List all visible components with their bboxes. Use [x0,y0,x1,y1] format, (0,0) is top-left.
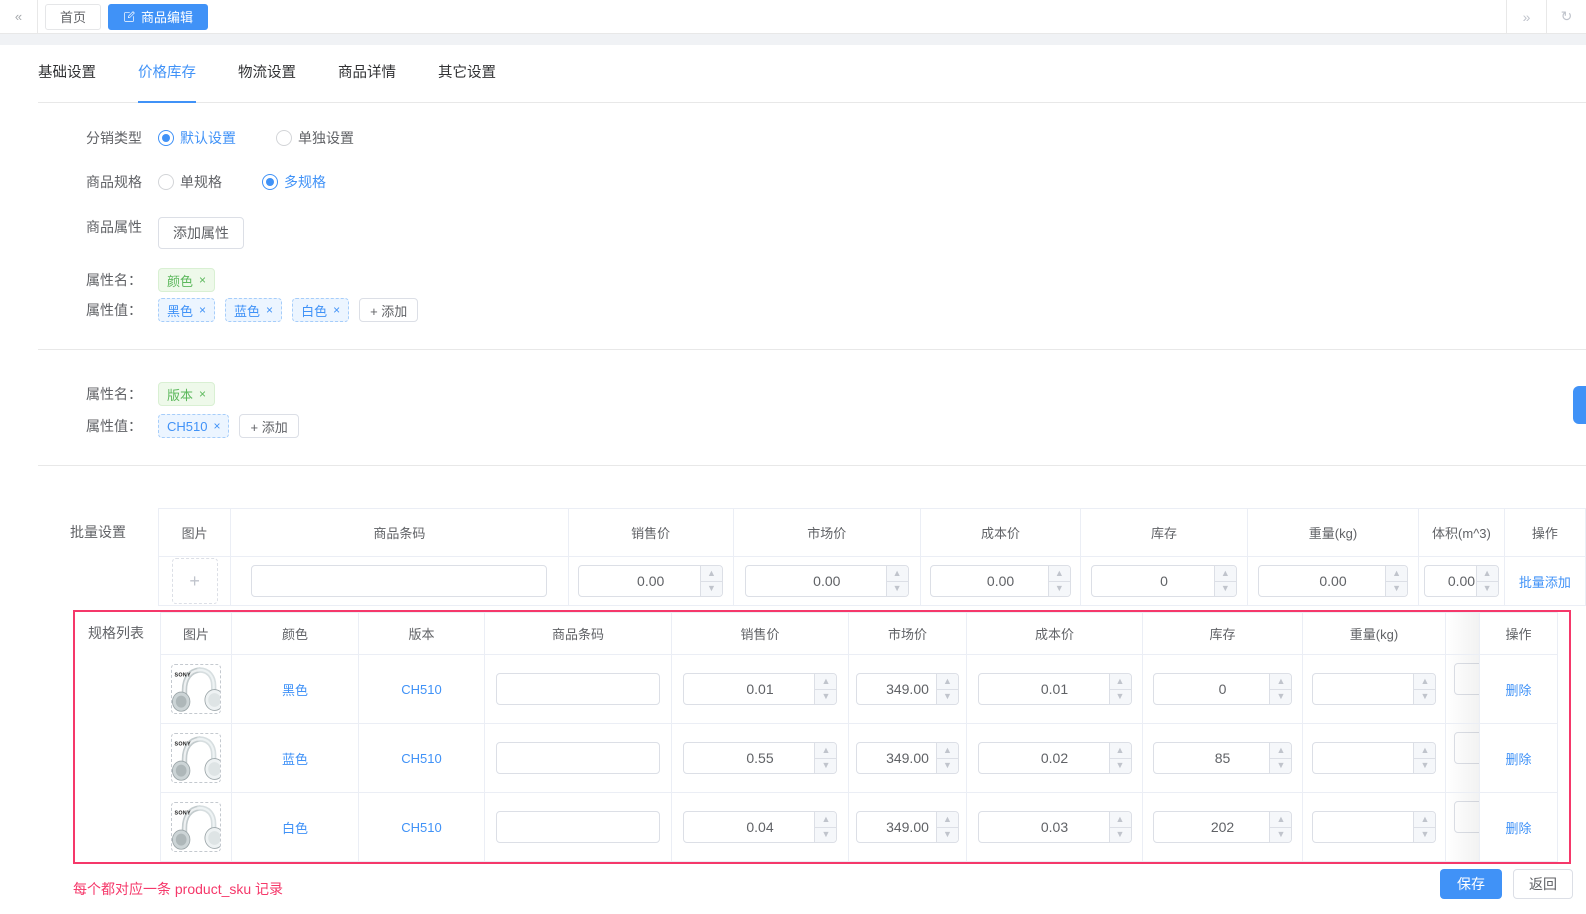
svg-text:SONY: SONY [175,811,191,817]
svg-text:SONY: SONY [175,742,191,748]
svg-text:SONY: SONY [175,673,191,679]
